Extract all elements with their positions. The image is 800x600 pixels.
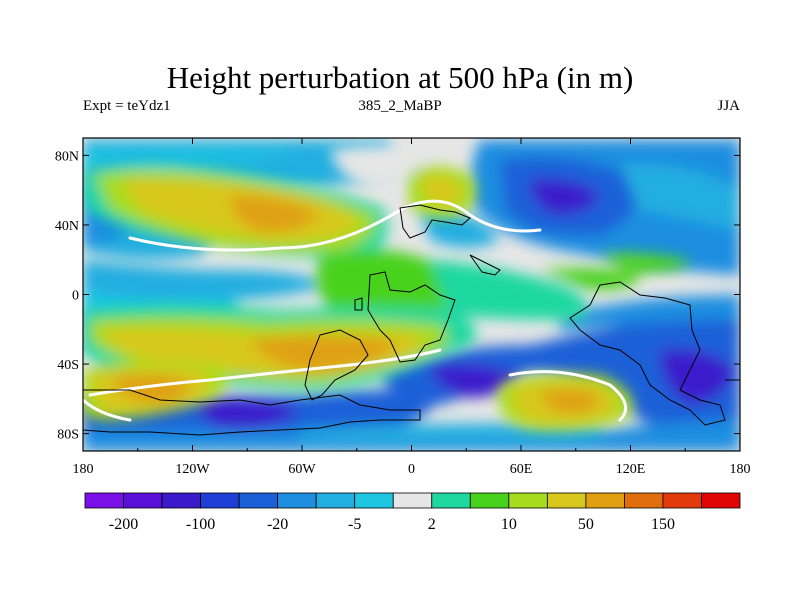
x-tick-label: 120E [616,462,646,477]
contour-patch [660,349,735,405]
coastline-antarctica [83,389,421,436]
x-axis: 180 120W 60W 0 60E 120E 180 [73,138,751,477]
y-tick-label: 40N [55,219,79,234]
contour-patch [300,423,600,443]
coastlines [83,204,740,436]
colorbar-swatch [200,492,240,509]
contour-patch [430,260,587,320]
coastline-island [354,297,363,311]
colorbar-swatch [701,492,741,509]
coastline-arabia [469,254,501,276]
contour-patch [540,389,600,414]
contour-patch [610,420,740,450]
x-tick-label: 120W [175,462,210,477]
map-field [83,138,740,451]
contour-patch [540,268,640,290]
contour-patch [83,260,330,301]
coastline-south-america [304,329,369,401]
zero-contour-line [508,370,628,422]
season-label: JJA [717,98,740,114]
colorbar-swatch [546,492,587,509]
colorbar-label: 10 [501,516,517,533]
zero-contour-line [88,348,442,397]
zero-contours [83,199,628,422]
colorbar-swatch [662,492,702,509]
colorbar-swatch [431,492,471,509]
colorbar-label: -5 [348,516,361,533]
colorbar-label: -20 [267,516,288,533]
x-tick-label: 180 [730,462,751,477]
contour-patch [420,209,500,248]
colorbar-swatch [354,492,394,509]
y-tick-label: 40S [57,358,79,373]
contour-patch [199,398,300,432]
colorbar-swatch [315,492,356,509]
colorbar-swatch [238,492,279,509]
contour-patch [430,363,520,398]
coastline-africa [367,271,456,363]
contour-patch [620,164,740,230]
colorbar-swatch [123,492,163,509]
colorbar-label: 50 [578,516,594,533]
colorbar-swatch [277,492,317,509]
colorbar-label: -100 [186,516,215,533]
colorbar-swatch [624,492,664,509]
zero-contour-line [83,398,132,422]
contour-patch [560,295,740,330]
coastline-australia-asia [569,281,726,426]
zero-contour-line [128,199,542,252]
x-tick-label: 0 [408,462,415,477]
colorbar-label: 2 [428,516,436,533]
x-tick-label: 60E [510,462,533,477]
colorbar-label: -200 [109,516,138,533]
contour-patch [600,253,690,273]
x-tick-label: 180 [73,462,94,477]
contour-patch [110,374,190,404]
colorbar-label: 150 [651,516,675,533]
contour-patch [316,249,453,324]
contour-patch [230,195,320,233]
colorbar: -200 -100 -20 -5 2 10 50 150 [84,492,741,533]
contour-patch [330,145,430,190]
experiment-label: Expt = teYdz1 [83,98,171,114]
colorbar-swatch [161,492,201,509]
colorbar-swatch [508,492,548,509]
colorbar-swatch [469,492,510,509]
colorbar-swatch [392,492,433,509]
contour-patch [380,300,740,440]
contour-patch [530,179,600,215]
y-tick-label: 80N [55,149,79,164]
case-label: 385_2_MaBP [358,98,442,114]
y-tick-label: 80S [57,428,79,443]
plot-title: Height perturbation at 500 hPa (in m) [166,60,634,95]
colorbar-swatch [84,492,124,509]
coastline-europe [399,204,471,239]
colorbar-swatch [585,492,625,509]
y-tick-label: 0 [72,289,79,304]
contour-patch [83,150,300,170]
y-axis: 80N 40N 0 40S 80S [55,149,740,443]
x-tick-label: 60W [288,462,316,477]
